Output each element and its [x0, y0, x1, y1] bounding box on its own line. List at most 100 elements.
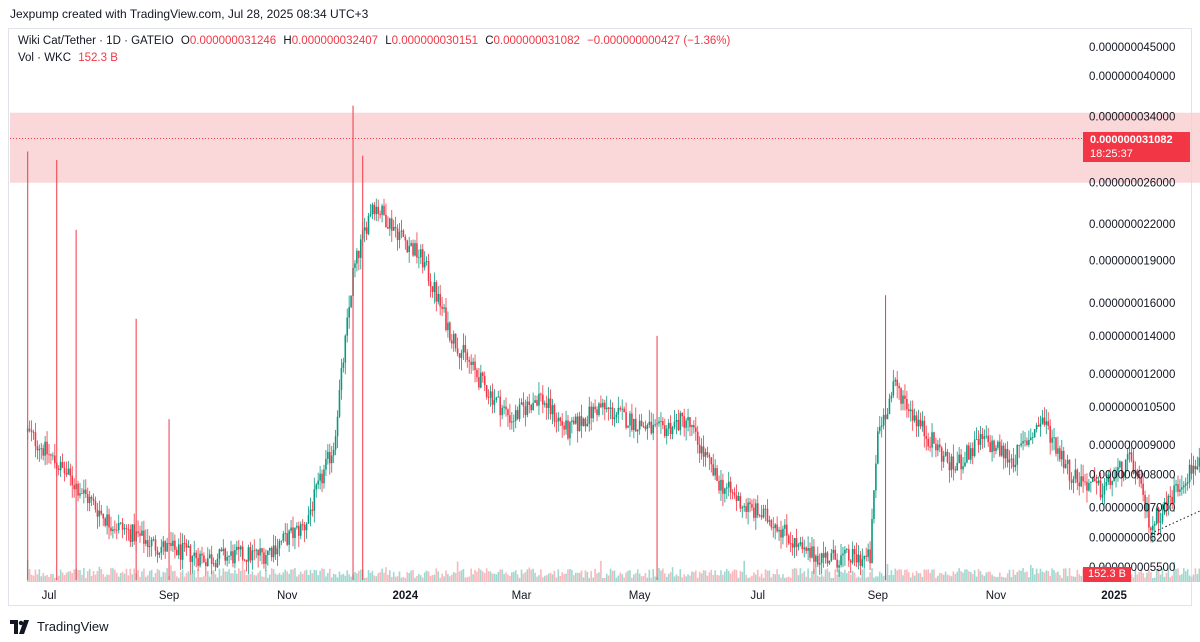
candle-body [545, 403, 548, 408]
volume-bar [325, 576, 327, 582]
candle-body [199, 553, 201, 566]
volume-bar [139, 577, 141, 582]
candle-body [824, 552, 827, 558]
volume-bar [1004, 577, 1007, 582]
volume-bar [520, 569, 523, 582]
volume-bar [208, 576, 211, 582]
volume-bar [359, 569, 362, 582]
volume-bar [538, 575, 540, 582]
candle [904, 384, 906, 411]
volume-bar [270, 568, 273, 582]
volume-bar [913, 575, 916, 582]
candle [987, 428, 990, 447]
candle-body [999, 441, 1001, 456]
candle [472, 357, 474, 371]
candle-body [350, 296, 352, 308]
candle [406, 239, 409, 254]
candle [276, 538, 279, 566]
symbol-label[interactable]: Wiki Cat/Tether · 1D · GATEIO [18, 35, 174, 47]
candle [1082, 464, 1084, 493]
volume-bar [1142, 573, 1144, 582]
volume-bar [679, 569, 682, 582]
candle-body [906, 398, 908, 410]
volume-bar [809, 577, 811, 582]
tradingview-footer[interactable]: TradingView [10, 619, 109, 634]
candle [90, 495, 93, 506]
candle [52, 452, 54, 461]
candle-body [505, 406, 507, 410]
candle [787, 533, 790, 545]
volume-bar [201, 577, 203, 582]
candle-body [755, 503, 757, 518]
candle-body [892, 381, 895, 396]
candle-body [48, 454, 50, 456]
candle-body [332, 449, 335, 456]
candle [1012, 447, 1015, 473]
candle-body [952, 456, 955, 470]
candle [1004, 443, 1007, 468]
candle [689, 417, 691, 437]
candle-body [1126, 454, 1129, 460]
candle-body [1196, 466, 1199, 470]
volume-bar [1018, 570, 1020, 582]
ohlc-legend: Wiki Cat/Tether · 1D · GATEIO O0.0000000… [18, 35, 730, 47]
candle-body [86, 494, 89, 504]
candle [633, 418, 635, 439]
candle-body [189, 545, 192, 562]
candle-body [782, 528, 784, 538]
candle [739, 492, 742, 513]
candle-body [718, 480, 720, 491]
candle [445, 297, 447, 332]
candle [875, 454, 877, 499]
volume-bar [369, 572, 372, 582]
candle [1059, 445, 1061, 463]
candle [286, 523, 288, 547]
candle [880, 416, 883, 438]
candle [183, 535, 186, 552]
candle-body [290, 527, 292, 531]
candle [511, 412, 513, 430]
candle [919, 412, 922, 430]
candle [437, 286, 440, 305]
volume-bar [873, 577, 875, 582]
volume-bar [1161, 568, 1164, 582]
candle-body [222, 548, 225, 552]
volume-label[interactable]: Vol · WKC [18, 52, 72, 64]
candle [824, 546, 827, 564]
candle [1190, 453, 1193, 480]
candle [776, 516, 778, 533]
candle-body [1043, 417, 1046, 425]
candle-body [944, 451, 947, 456]
candle-body [786, 524, 788, 536]
candle [346, 308, 349, 343]
candle-body [1161, 513, 1164, 522]
volume-bar [950, 576, 953, 582]
volume-bar [1140, 568, 1142, 582]
candle [694, 416, 697, 441]
volume-bar [141, 571, 143, 582]
candle [1179, 479, 1181, 497]
volume-bar [255, 575, 258, 582]
candle-body [677, 419, 680, 431]
volume-bar [468, 576, 471, 582]
candle-body [538, 393, 540, 406]
candle-body [315, 484, 318, 490]
candle [915, 411, 918, 437]
candle [267, 550, 269, 566]
candle [274, 536, 277, 560]
candle-body [497, 396, 500, 398]
candle [232, 544, 234, 568]
volume-bar [216, 577, 219, 582]
candle [152, 536, 155, 542]
candle-body [956, 462, 959, 471]
candle-body [474, 361, 476, 371]
candle [704, 448, 707, 467]
candle [983, 429, 986, 448]
volume-bar [946, 574, 949, 582]
candle [636, 429, 639, 444]
candle [613, 407, 616, 427]
candle-body [894, 379, 897, 382]
candle-body [743, 506, 746, 508]
candle [691, 424, 693, 436]
